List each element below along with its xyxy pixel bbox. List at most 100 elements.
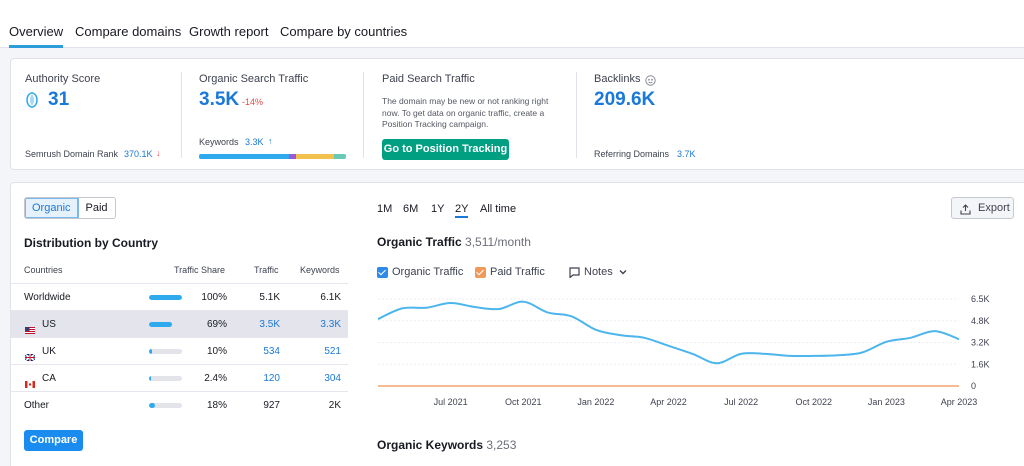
- column-header-traffic-share: Traffic Share: [174, 265, 226, 275]
- x-tick-label: Jan 2022: [577, 397, 614, 407]
- organic-traffic-label: Organic Search Traffic: [199, 73, 309, 85]
- backlinks-label: Backlinks: [594, 73, 641, 85]
- period-2y[interactable]: 2Y: [455, 203, 469, 218]
- export-button[interactable]: Export: [951, 197, 1014, 219]
- compare-button[interactable]: Compare: [24, 430, 83, 451]
- tab-compare-by-countries[interactable]: Compare by countries: [280, 24, 408, 39]
- divider: [181, 72, 182, 158]
- country-name: UK: [42, 346, 56, 357]
- traffic-share: 69%: [206, 319, 227, 330]
- down-arrow-icon: ↓: [156, 148, 161, 158]
- tab-growth-report[interactable]: Growth report: [189, 24, 269, 39]
- referring-domains-label: Referring Domains: [594, 149, 670, 159]
- traffic-value: 5.1K: [259, 292, 280, 303]
- tab-compare-domains[interactable]: Compare domains: [75, 24, 182, 39]
- organic-traffic-value[interactable]: 3.5K: [199, 89, 240, 110]
- info-icon[interactable]: [645, 73, 656, 86]
- country-name: Other: [24, 400, 50, 411]
- column-header-traffic: Traffic: [254, 265, 279, 275]
- organic-traffic-title: Organic Traffic 3,511/month: [377, 235, 531, 249]
- organic-traffic-chart: 6.5K 4.8K 3.2K 1.6K 0 Jul 2021 Oct 2021 Jan 202…: [377, 294, 990, 407]
- period-1m[interactable]: 1M: [377, 203, 393, 215]
- x-tick-label: Jul 2022: [724, 397, 758, 407]
- column-header-keywords: Keywords: [300, 265, 340, 275]
- distribution-title: Distribution by Country: [24, 236, 158, 250]
- table-row[interactable]: Worldwide 100% 5.1K 6.1K: [11, 283, 348, 310]
- referring-domains-value[interactable]: 3.7K: [677, 149, 696, 159]
- y-tick-label: 6.5K: [971, 294, 990, 304]
- keywords-value: 2K: [328, 400, 341, 411]
- traffic-value[interactable]: 534: [263, 346, 280, 357]
- column-header-countries: Countries: [24, 265, 63, 275]
- keywords-bar-segment: [288, 154, 296, 159]
- divider: [363, 72, 364, 158]
- keywords-value[interactable]: 304: [324, 373, 341, 384]
- organic-traffic-per-month: 3,511/month: [465, 235, 531, 249]
- table-row[interactable]: CA 2.4% 120 304: [11, 364, 348, 391]
- notes-dropdown[interactable]: Notes: [569, 266, 627, 279]
- tab-bar: Overview Compare domains Growth report C…: [0, 0, 1024, 48]
- keywords-value[interactable]: 3.3K: [320, 319, 341, 330]
- traffic-share-bar: [149, 322, 182, 327]
- keywords-value[interactable]: 521: [324, 346, 341, 357]
- authority-score-value[interactable]: 31: [48, 89, 70, 110]
- authority-score-label: Authority Score: [25, 73, 101, 85]
- tab-overview[interactable]: Overview: [9, 24, 64, 39]
- keywords-bar-segment: [199, 154, 289, 159]
- y-tick-label: 0: [971, 381, 976, 391]
- backlinks-value[interactable]: 209.6K: [594, 89, 656, 110]
- x-tick-label: Oct 2022: [795, 397, 832, 407]
- up-arrow-icon: ↑: [268, 136, 273, 146]
- authority-score-icon: [26, 92, 38, 108]
- chevron-down-icon: [619, 266, 627, 275]
- x-tick-label: Apr 2022: [650, 397, 687, 407]
- organic-toggle-button[interactable]: Organic: [25, 198, 79, 218]
- table-row[interactable]: US 69% 3.5K 3.3K: [11, 310, 348, 337]
- domain-rank-label: Semrush Domain Rank: [25, 149, 119, 159]
- country-name: CA: [42, 373, 56, 384]
- traffic-value[interactable]: 3.5K: [259, 319, 280, 330]
- checkbox-icon: [377, 267, 388, 278]
- keywords-value[interactable]: 3.3K: [245, 137, 264, 147]
- period-1y[interactable]: 1Y: [431, 203, 445, 215]
- checkbox-icon: [475, 267, 486, 278]
- summary-card: Authority Score 31 Semrush Domain Rank 3…: [10, 58, 1024, 170]
- us-flag-icon: [25, 321, 35, 334]
- period-all-time[interactable]: All time: [480, 203, 517, 215]
- country-name: Worldwide: [24, 292, 71, 303]
- y-tick-label: 1.6K: [971, 359, 990, 369]
- paid-traffic-description: The domain may be new or not ranking rig…: [382, 96, 549, 129]
- keywords-value: 6.1K: [320, 292, 341, 303]
- paid-traffic-label: Paid Search Traffic: [382, 73, 475, 85]
- traffic-share-bar: [149, 376, 182, 381]
- keywords-bar-segment: [296, 154, 335, 159]
- organic-keywords-count: 3,253: [486, 438, 517, 452]
- table-row[interactable]: Other 18% 927 2K: [11, 391, 348, 418]
- traffic-share-bar: [149, 349, 182, 354]
- traffic-share: 18%: [206, 400, 227, 411]
- active-tab-indicator: [9, 45, 63, 48]
- export-label: Export: [978, 202, 1010, 214]
- domain-rank-value[interactable]: 370.1K: [124, 149, 153, 159]
- keywords-distribution-bar: [199, 154, 346, 159]
- ca-flag-icon: [25, 375, 35, 388]
- organic-traffic-line: [377, 300, 960, 365]
- x-tick-label: Jul 2021: [434, 397, 468, 407]
- export-icon: [960, 202, 971, 215]
- organic-keywords-title: Organic Keywords 3,253: [377, 438, 517, 452]
- x-tick-label: Jan 2023: [868, 397, 905, 407]
- paid-toggle-button[interactable]: Paid: [85, 202, 108, 214]
- keywords-bar-segment: [334, 154, 346, 159]
- divider: [576, 72, 577, 158]
- table-row[interactable]: UK 10% 534 521: [11, 337, 348, 364]
- period-6m[interactable]: 6M: [403, 203, 419, 215]
- traffic-value: 927: [263, 400, 280, 411]
- legend-paid-traffic[interactable]: Paid Traffic: [475, 266, 545, 278]
- legend-organic-traffic[interactable]: Organic Traffic: [377, 266, 463, 278]
- traffic-share: 100%: [201, 292, 227, 303]
- traffic-share: 2.4%: [204, 373, 227, 384]
- traffic-value[interactable]: 120: [263, 373, 280, 384]
- go-to-position-tracking-button[interactable]: Go to Position Tracking: [382, 139, 509, 160]
- main-card: Organic Paid Distribution by Country Cou…: [10, 182, 1024, 466]
- traffic-share: 10%: [206, 346, 227, 357]
